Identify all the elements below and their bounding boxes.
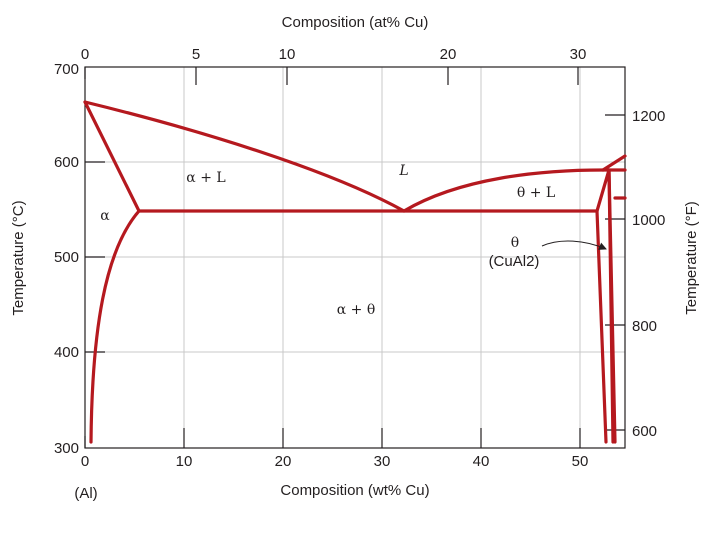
right-tick-label: 1000	[632, 212, 665, 229]
bottom-tick-label: 10	[176, 453, 193, 470]
top-axis-ticks	[84, 67, 579, 85]
bottom-axis-title: Composition (wt% Cu)	[280, 482, 429, 499]
left-tick-label: 700	[54, 61, 79, 78]
bottom-tick-label: 0	[81, 453, 89, 470]
phase-label-cual2: (CuAl2)	[489, 253, 540, 270]
phase-label-liquid: L	[398, 163, 408, 179]
top-tick-label: 30	[570, 46, 587, 63]
top-tick-label: 0	[81, 46, 89, 63]
bottom-tick-label: 20	[275, 453, 292, 470]
left-tick-label: 600	[54, 154, 79, 171]
left-tick-label: 500	[54, 249, 79, 266]
phase-label-alpha-liquid: α + L	[186, 170, 225, 186]
theta-inner-right	[607, 168, 617, 444]
bottom-tick-label: 40	[473, 453, 490, 470]
phase-boundaries	[83, 100, 627, 444]
al-label: (Al)	[74, 485, 97, 502]
right-tick-label: 600	[632, 423, 657, 440]
theta-pointer-arrow	[541, 240, 607, 250]
right-tick-label: 1200	[632, 108, 665, 125]
left-axis-title: Temperature (°C)	[10, 200, 27, 315]
bottom-tick-label: 30	[374, 453, 391, 470]
solvus-alpha	[89, 209, 141, 444]
top-tick-label: 20	[440, 46, 457, 63]
right-axis-title: Temperature (°F)	[683, 201, 700, 315]
theta-liquid-left	[595, 168, 611, 213]
bottom-axis-ticks	[84, 428, 581, 448]
bottom-tick-label: 50	[572, 453, 589, 470]
grid	[85, 67, 625, 448]
left-axis-ticks	[85, 161, 105, 353]
liquidus-left	[83, 100, 406, 213]
phase-label-theta: θ	[511, 235, 519, 251]
right-tick-label: 800	[632, 318, 657, 335]
phase-label-theta-liquid: θ + L	[517, 185, 555, 201]
left-tick-label: 400	[54, 344, 79, 361]
phase-label-alpha: α	[100, 208, 110, 224]
liquidus-upper-right	[601, 154, 627, 172]
liquidus-right	[402, 168, 605, 213]
solidus-alpha	[83, 100, 141, 213]
top-tick-label: 5	[192, 46, 200, 63]
left-tick-label: 300	[54, 440, 79, 457]
phase-label-alpha-theta: α + θ	[337, 302, 376, 318]
top-tick-label: 10	[279, 46, 296, 63]
top-axis-title: Composition (at% Cu)	[282, 14, 429, 31]
